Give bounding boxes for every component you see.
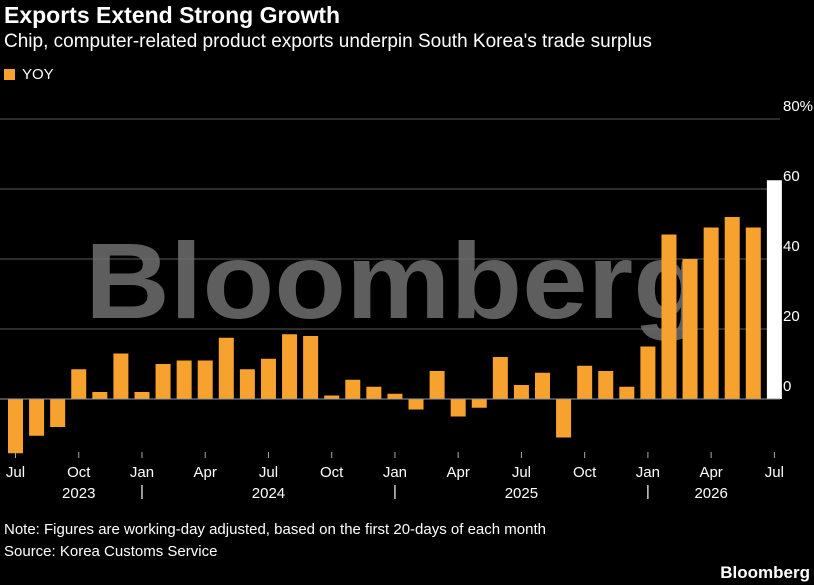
bar — [745, 227, 761, 399]
legend: YOY — [4, 66, 54, 83]
x-tick-label: Apr — [447, 464, 470, 481]
x-tick-label: Jan — [130, 464, 154, 481]
bar — [324, 395, 340, 399]
x-tick-label: Jan — [383, 464, 407, 481]
source-note: Source: Korea Customs Service — [4, 543, 218, 560]
legend-label-yoy: YOY — [22, 66, 54, 83]
bar — [345, 379, 361, 399]
year-label: 2024 — [252, 485, 285, 502]
bar — [8, 399, 23, 454]
bar — [661, 234, 677, 399]
y-tick-label: 60 — [783, 168, 800, 185]
y-tick-label: 0 — [783, 378, 791, 395]
bar — [703, 227, 719, 399]
bar — [366, 386, 382, 399]
bar — [513, 385, 529, 399]
x-tick-label: Oct — [67, 464, 91, 481]
bar — [92, 392, 108, 399]
bar — [71, 369, 87, 399]
bar — [766, 180, 782, 399]
chart-title: Exports Extend Strong Growth — [4, 2, 341, 28]
x-tick-label: Oct — [320, 464, 344, 481]
y-tick-label: 40 — [783, 238, 800, 255]
bar — [176, 360, 192, 399]
bar — [113, 353, 129, 399]
bar — [492, 357, 508, 399]
x-tick-label: Jul — [765, 464, 784, 481]
bar — [682, 259, 698, 399]
bar-chart: 0 20 40 60 80% Bloomberg Jul Oct Jan Apr Jul Oct Jan… — [0, 98, 813, 502]
bar — [619, 386, 635, 399]
bar — [218, 337, 234, 399]
bar — [429, 371, 445, 399]
footnote: Note: Figures are working-day adjusted, … — [4, 521, 546, 538]
bar — [535, 372, 550, 399]
bar — [303, 336, 319, 399]
chart-subtitle: Chip, computer-related product exports u… — [4, 31, 652, 52]
bar — [640, 346, 656, 399]
x-tick-label: Jul — [259, 464, 278, 481]
y-tick-label: 20 — [783, 308, 800, 325]
y-tick-label: 80% — [783, 98, 813, 115]
year-label: 2025 — [505, 485, 538, 502]
bar — [724, 217, 740, 399]
x-tick-label: Apr — [194, 464, 217, 481]
bar — [577, 365, 593, 399]
bar — [239, 369, 255, 399]
x-tick-label: Apr — [699, 464, 722, 481]
x-tick-label: Jan — [636, 464, 660, 481]
watermark: Bloomberg — [85, 220, 705, 341]
bar — [282, 334, 298, 399]
bar — [598, 371, 614, 399]
bar — [50, 399, 66, 427]
year-label: 2026 — [694, 485, 727, 502]
bar — [387, 393, 403, 399]
year-label: 2023 — [62, 485, 95, 502]
bar — [450, 399, 466, 417]
x-tick-label: Jul — [512, 464, 531, 481]
bar — [408, 399, 424, 410]
bar — [556, 399, 572, 438]
bar — [29, 399, 45, 436]
legend-swatch-yoy — [4, 69, 15, 80]
bar — [471, 399, 487, 408]
x-tick-label: Jul — [6, 464, 25, 481]
bar — [260, 358, 276, 399]
bar — [134, 392, 150, 399]
brand-logo: Bloomberg — [720, 563, 810, 582]
x-tick-label: Oct — [573, 464, 597, 481]
bar — [197, 360, 213, 399]
bar — [155, 364, 171, 399]
